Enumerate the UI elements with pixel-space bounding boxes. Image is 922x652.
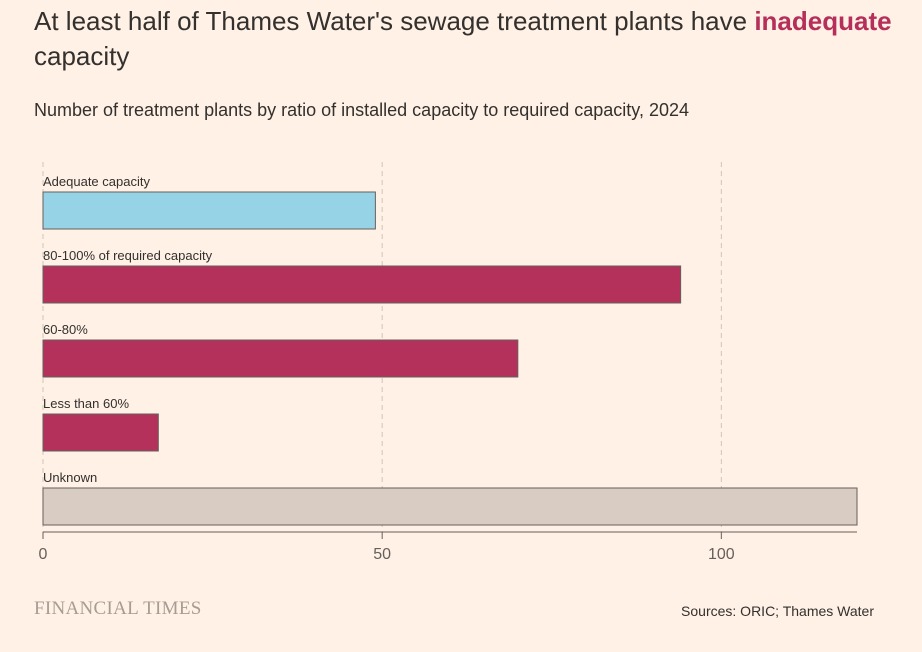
title-suffix: capacity	[34, 41, 130, 71]
bar-4	[42, 413, 159, 452]
category-label: Unknown	[43, 470, 97, 485]
chart-title: At least half of Thames Water's sewage t…	[34, 4, 894, 74]
category-label: Less than 60%	[43, 396, 129, 411]
source-note: Sources: ORIC; Thames Water	[681, 603, 874, 619]
category-label: Adequate capacity	[43, 174, 150, 189]
category-label: 80-100% of required capacity	[43, 248, 213, 263]
title-highlight: inadequate	[754, 6, 892, 36]
x-tick-label: 100	[708, 546, 735, 563]
x-tick-label: 50	[373, 546, 391, 563]
category-label: 60-80%	[43, 322, 88, 337]
chart-subtitle: Number of treatment plants by ratio of i…	[34, 100, 690, 120]
x-tick-label: 0	[39, 546, 48, 563]
bar-3	[42, 339, 519, 378]
bar-1	[42, 191, 376, 230]
ft-logo: FINANCIAL TIMES	[34, 598, 202, 619]
bar-2	[42, 265, 682, 304]
title-prefix: At least half of Thames Water's sewage t…	[34, 6, 755, 36]
bar-5	[42, 487, 858, 526]
